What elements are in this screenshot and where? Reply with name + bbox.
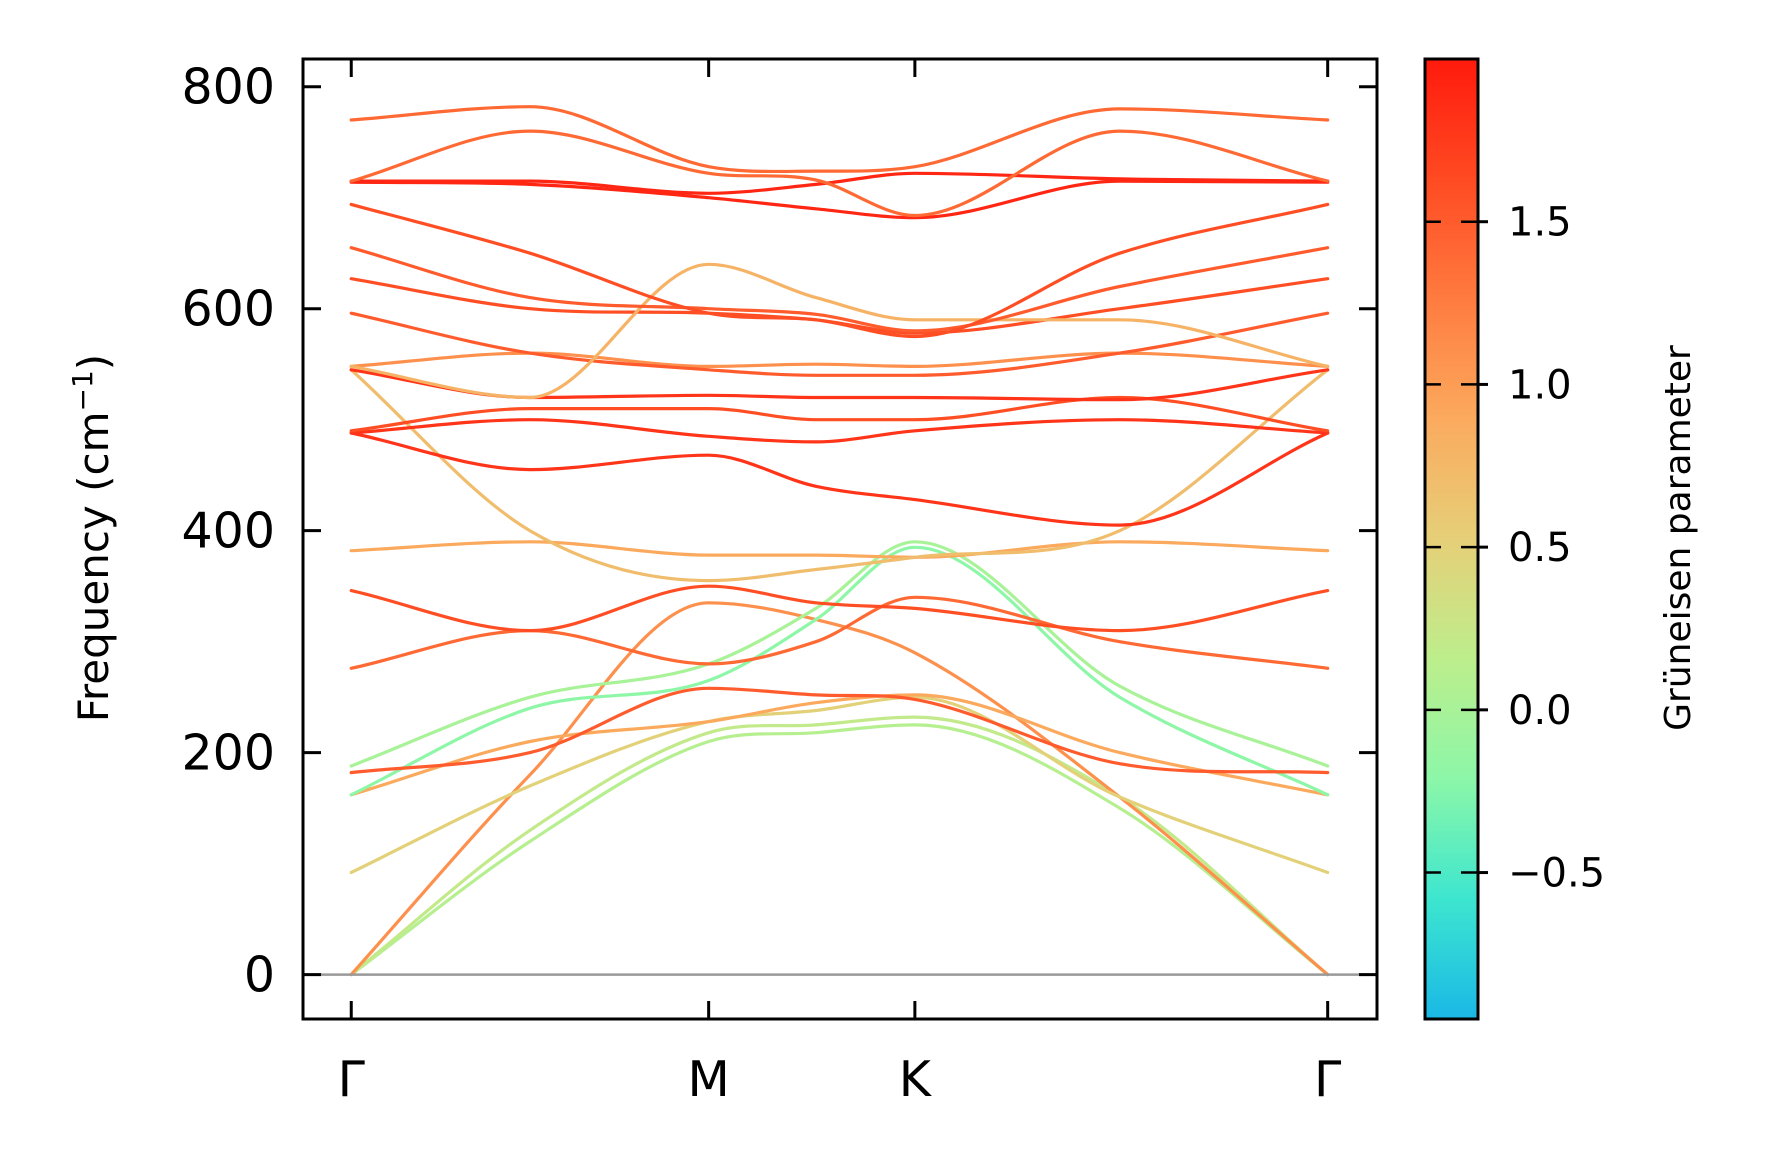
band-line-band-10 [349,584,1330,633]
x-tick-label: Γ [338,1051,366,1108]
band-line-band-21 [349,246,1330,333]
band-line-band-22 [349,202,1330,339]
band-line-acoustic-2 [349,715,1330,977]
band-line-band-9 [349,595,1330,670]
band-line-band-13 [349,431,1330,527]
colorbar-tick-label: −0.5 [1508,851,1605,897]
band-line-band-20 [349,262,1330,400]
y-axis-title: Frequency (cm−1) [66,354,118,722]
colorbar-title: Grüneisen parameter [1658,345,1699,731]
y-tick-label: 200 [181,725,275,782]
band-line-band-12 [349,368,1330,583]
y-tick-label: 400 [181,503,275,560]
band-line-acoustic-3 [349,601,1330,977]
colorbar-tick-label: 1.5 [1508,200,1572,246]
colorbar-ticks: −0.5 0.0 0.5 1.0 1.5 [1425,200,1605,897]
colorbar-tick-label: 0.0 [1508,688,1572,734]
bands-layer [349,105,1330,977]
colorbar [1423,57,1480,1021]
x-tick-label: K [899,1051,933,1108]
colorbar-tick-label: 1.0 [1508,362,1572,408]
band-line-band-11 [349,540,1330,559]
band-line-band-17 [349,351,1330,368]
band-line-band-25 [349,129,1330,218]
x-tick-label: Γ [1314,1051,1342,1108]
y-tick-label: 600 [181,281,275,338]
band-line-band-8 [349,686,1330,775]
band-line-band-24 [349,171,1330,195]
plot-frame [301,57,1379,1021]
band-line-band-7 [349,540,1330,768]
band-line-band-6 [349,545,1330,797]
band-line-band-5 [349,693,1330,797]
band-line-band-4 [349,695,1330,875]
colorbar-tick-label: 0.5 [1508,525,1572,571]
band-line-band-18 [349,311,1330,377]
y-tick-label: 800 [181,59,275,116]
y-axis-ticks: 0 200 400 600 800 [181,59,1377,1004]
band-line-band-23 [349,179,1330,220]
band-line-acoustic-1 [349,723,1330,977]
band-line-band-14 [349,418,1330,444]
band-line-band-26 [349,105,1330,174]
x-tick-label: M [688,1051,730,1108]
y-tick-label: 0 [244,947,275,1004]
band-line-band-15 [349,395,1330,433]
